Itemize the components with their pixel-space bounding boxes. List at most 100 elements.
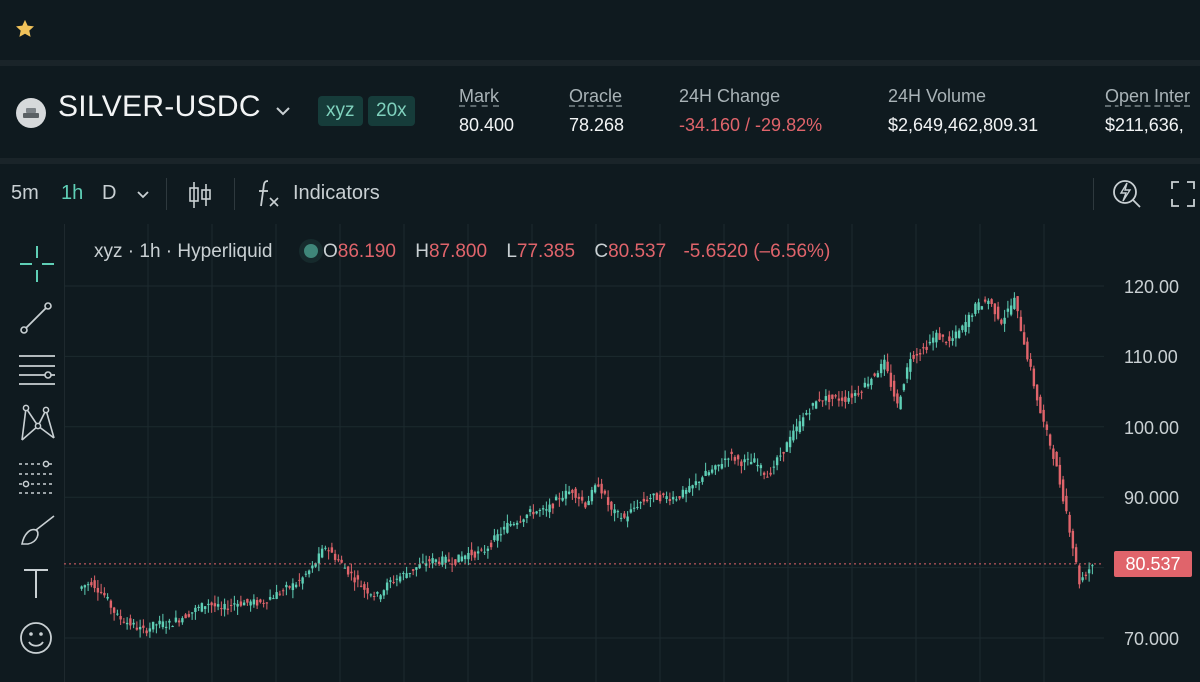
candles <box>80 292 1094 638</box>
candle-body <box>213 603 217 607</box>
candle-body <box>229 605 233 607</box>
candle-body <box>252 599 256 605</box>
candle-body <box>363 584 366 590</box>
crosshair-icon[interactable] <box>14 244 60 284</box>
candle-body <box>743 459 746 463</box>
status-dot <box>303 244 318 258</box>
pair-selector[interactable]: SILVER-USDC <box>58 90 261 123</box>
candle-body <box>678 496 681 499</box>
drawing-toolbar <box>0 224 65 682</box>
stat-value-oracle: 78.268 <box>569 115 625 135</box>
candle-body <box>883 359 886 370</box>
candle-body <box>811 403 815 406</box>
candles-icon[interactable] <box>186 180 214 210</box>
candle-body <box>129 618 132 626</box>
candle-body <box>109 600 113 608</box>
candle-body <box>824 396 828 401</box>
candle-body <box>502 526 506 530</box>
candle-body <box>694 481 698 486</box>
candle-body <box>457 554 460 563</box>
candle-body <box>587 500 590 506</box>
candle-body <box>912 355 915 359</box>
candle-body <box>350 571 353 574</box>
candle-body <box>489 542 493 548</box>
candle-body <box>515 522 519 525</box>
candle-body <box>788 436 792 448</box>
candle-body <box>915 353 919 356</box>
stat-label-open-interest: Open Inter <box>1105 86 1191 106</box>
candle-body <box>528 509 532 512</box>
candle-body <box>938 333 941 340</box>
chevron-down-icon[interactable] <box>272 100 294 122</box>
candle-body <box>675 499 678 501</box>
text-icon[interactable] <box>14 564 60 604</box>
pattern-icon[interactable] <box>14 404 60 444</box>
candle-body <box>259 599 262 603</box>
indicators-button[interactable]: Indicators <box>293 182 380 204</box>
candle-body <box>818 399 821 401</box>
candle-body <box>909 359 912 372</box>
interval-1h[interactable]: 1h <box>61 182 84 204</box>
candle-body <box>1016 296 1019 312</box>
candle-body <box>493 535 496 541</box>
candle-body <box>1013 297 1016 309</box>
candle-body <box>408 572 412 574</box>
candle-body <box>512 523 516 525</box>
candle-body <box>138 626 142 630</box>
price-chart[interactable] <box>64 224 1200 682</box>
chevron-down-icon[interactable] <box>134 186 152 202</box>
brush-icon[interactable] <box>14 512 60 552</box>
candle-body <box>86 584 90 586</box>
candle-body <box>119 616 122 620</box>
divider <box>234 178 235 210</box>
candle-body <box>1026 341 1029 360</box>
trendline-icon[interactable] <box>14 298 60 338</box>
candle-body <box>730 451 733 454</box>
candle-body <box>1055 451 1058 467</box>
candle-body <box>766 476 769 478</box>
candle-body <box>996 306 1000 319</box>
candle-body <box>112 607 116 613</box>
lightning-icon[interactable] <box>1112 177 1142 209</box>
candle-body <box>935 332 938 343</box>
candle-body <box>775 457 779 466</box>
candle-body <box>626 516 629 522</box>
candle-body <box>395 578 399 580</box>
candle-body <box>122 621 126 623</box>
candle-body <box>239 601 243 606</box>
candle-body <box>808 413 811 415</box>
candle-body <box>405 573 408 578</box>
candle-body <box>840 397 844 401</box>
candle-body <box>928 341 932 344</box>
interval-d[interactable]: D <box>102 182 117 204</box>
candle-body <box>753 458 756 463</box>
y-tick-label: 120.00 <box>1124 277 1180 297</box>
candle-body <box>499 534 503 536</box>
interval-5m[interactable]: 5m <box>11 182 39 204</box>
candle-body <box>1035 384 1039 401</box>
emoji-icon[interactable] <box>14 618 60 658</box>
candle-body <box>470 549 473 556</box>
star-icon[interactable] <box>14 18 36 40</box>
candle-body <box>623 513 626 518</box>
candle-body <box>645 499 649 502</box>
horizontal-lines-icon[interactable] <box>14 350 60 390</box>
candle-body <box>925 346 928 350</box>
stat-value-mark: 80.400 <box>459 115 515 135</box>
candle-body <box>870 378 873 386</box>
candle-body <box>90 582 93 586</box>
candle-body <box>392 581 395 583</box>
candle-body <box>272 598 275 600</box>
fullscreen-icon[interactable] <box>1170 180 1196 208</box>
candle-body <box>1000 319 1003 324</box>
candle-body <box>203 606 207 609</box>
divider <box>166 178 167 210</box>
legend-high-value: 87.800 <box>428 241 488 262</box>
legend-open-value: 86.190 <box>337 241 396 262</box>
candle-body <box>733 457 737 461</box>
fx-icon[interactable] <box>256 178 282 210</box>
candle-body <box>96 587 100 593</box>
fib-icon[interactable] <box>14 458 60 498</box>
candle-body <box>603 490 607 494</box>
candle-body <box>769 472 772 475</box>
